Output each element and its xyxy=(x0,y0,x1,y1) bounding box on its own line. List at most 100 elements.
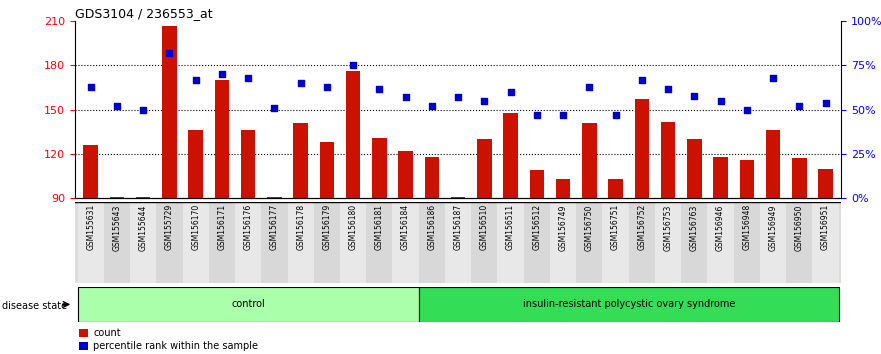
Bar xyxy=(346,72,360,198)
Bar xyxy=(182,202,209,283)
Point xyxy=(267,105,281,111)
Bar xyxy=(471,202,498,283)
Point xyxy=(189,77,203,82)
Text: GSM156749: GSM156749 xyxy=(559,204,567,251)
Point xyxy=(740,107,754,113)
Bar xyxy=(655,202,681,283)
Point xyxy=(241,75,255,81)
Bar xyxy=(714,157,728,198)
Bar xyxy=(372,138,387,198)
Bar xyxy=(681,202,707,283)
Bar xyxy=(241,130,255,198)
Bar xyxy=(209,202,235,283)
Bar xyxy=(786,202,812,283)
Bar xyxy=(603,202,629,283)
Bar xyxy=(550,202,576,283)
Bar xyxy=(340,202,366,283)
Text: GSM156751: GSM156751 xyxy=(611,204,620,251)
Bar xyxy=(792,159,807,198)
Point xyxy=(373,86,387,91)
Text: GSM155643: GSM155643 xyxy=(113,204,122,251)
Point xyxy=(818,100,833,105)
Bar xyxy=(734,202,760,283)
Text: disease state: disease state xyxy=(2,301,67,311)
Point xyxy=(792,103,806,109)
Bar xyxy=(189,130,203,198)
Bar xyxy=(609,179,623,198)
Bar xyxy=(215,80,229,198)
Bar xyxy=(235,202,262,283)
Point xyxy=(110,103,124,109)
Text: GSM156946: GSM156946 xyxy=(716,204,725,251)
Bar xyxy=(104,202,130,283)
Text: GSM156180: GSM156180 xyxy=(349,204,358,250)
Point xyxy=(293,80,307,86)
Text: GSM156950: GSM156950 xyxy=(795,204,803,251)
Point xyxy=(346,63,360,68)
Text: GSM156752: GSM156752 xyxy=(637,204,647,251)
Bar xyxy=(582,123,596,198)
Bar xyxy=(812,202,839,283)
Bar xyxy=(629,202,655,283)
Point xyxy=(136,107,150,113)
Bar xyxy=(498,202,523,283)
Text: GSM156510: GSM156510 xyxy=(480,204,489,251)
Text: GSM156181: GSM156181 xyxy=(375,204,384,250)
Bar xyxy=(634,99,649,198)
Bar xyxy=(523,202,550,283)
Bar xyxy=(503,113,518,198)
Point xyxy=(609,112,623,118)
Bar xyxy=(445,202,471,283)
Point xyxy=(687,93,701,98)
Text: GSM156763: GSM156763 xyxy=(690,204,699,251)
Bar xyxy=(366,202,393,283)
Text: control: control xyxy=(231,299,265,309)
Bar xyxy=(314,202,340,283)
Text: insulin-resistant polycystic ovary syndrome: insulin-resistant polycystic ovary syndr… xyxy=(522,299,735,309)
Text: GSM155631: GSM155631 xyxy=(86,204,95,251)
Bar xyxy=(109,197,124,198)
Point xyxy=(84,84,98,90)
Point xyxy=(320,84,334,90)
Text: GSM156951: GSM156951 xyxy=(821,204,830,251)
Bar xyxy=(320,142,334,198)
Point xyxy=(766,75,781,81)
Point xyxy=(504,89,518,95)
Point xyxy=(425,103,439,109)
Bar xyxy=(398,151,413,198)
Legend: count, percentile rank within the sample: count, percentile rank within the sample xyxy=(75,325,263,354)
Bar xyxy=(418,202,445,283)
Text: GSM156512: GSM156512 xyxy=(532,204,541,250)
Bar xyxy=(576,202,603,283)
Text: GSM156184: GSM156184 xyxy=(401,204,411,250)
Bar xyxy=(766,130,781,198)
Point xyxy=(582,84,596,90)
Text: GSM156170: GSM156170 xyxy=(191,204,200,251)
Point xyxy=(451,95,465,100)
Bar xyxy=(287,202,314,283)
Text: GSM156511: GSM156511 xyxy=(506,204,515,250)
Bar xyxy=(740,160,754,198)
Bar xyxy=(425,157,439,198)
Text: GSM156171: GSM156171 xyxy=(218,204,226,250)
Point xyxy=(635,77,649,82)
Bar xyxy=(451,197,465,198)
Bar xyxy=(418,287,839,322)
Point xyxy=(529,112,544,118)
Bar xyxy=(136,197,151,198)
Text: GDS3104 / 236553_at: GDS3104 / 236553_at xyxy=(75,7,212,20)
Bar xyxy=(293,123,307,198)
Bar xyxy=(162,25,176,198)
Bar xyxy=(529,170,544,198)
Text: GSM156750: GSM156750 xyxy=(585,204,594,251)
Text: GSM156176: GSM156176 xyxy=(244,204,253,251)
Point xyxy=(661,86,675,91)
Bar xyxy=(687,139,701,198)
Text: GSM156186: GSM156186 xyxy=(427,204,436,250)
Point xyxy=(398,95,412,100)
Bar xyxy=(262,202,287,283)
Point xyxy=(556,112,570,118)
Bar xyxy=(84,145,98,198)
Bar xyxy=(78,202,104,283)
Point xyxy=(215,72,229,77)
